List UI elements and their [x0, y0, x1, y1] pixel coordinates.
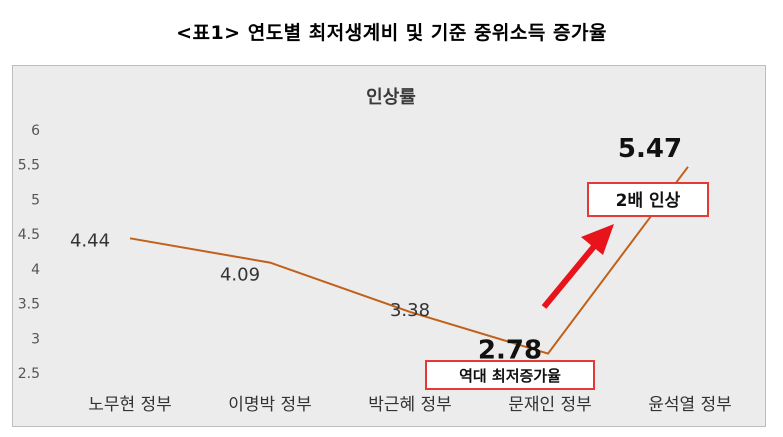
x-tick-label: 노무현 정부 — [88, 395, 172, 415]
annotation-double-box — [587, 182, 709, 217]
data-label: 4.09 — [220, 265, 260, 286]
chart-frame — [12, 65, 766, 427]
y-tick-label: 3 — [31, 331, 40, 347]
x-tick-label: 문재인 정부 — [508, 395, 592, 415]
data-label: 3.38 — [390, 300, 430, 321]
annotation-lowest: 역대 최저증가율 — [425, 360, 595, 390]
y-tick-label: 4.5 — [18, 227, 40, 243]
y-tick-label: 2.5 — [18, 366, 40, 382]
x-tick-label: 박근혜 정부 — [368, 395, 452, 415]
y-tick-label: 4 — [31, 262, 40, 278]
arrow-annotation — [541, 224, 614, 309]
y-tick-label: 6 — [31, 123, 40, 139]
x-tick-label: 윤석열 정부 — [648, 395, 732, 415]
data-label: 5.47 — [618, 134, 682, 164]
up-arrow-shaft — [541, 242, 599, 309]
y-tick-label: 5 — [31, 192, 40, 208]
chart-title: 인상률 — [366, 87, 416, 108]
y-tick-label: 3.5 — [18, 297, 40, 313]
data-label: 4.44 — [70, 230, 110, 251]
x-tick-label: 이명박 정부 — [228, 395, 312, 415]
annotation-double-text: 2배 인상 — [616, 191, 681, 211]
series-line — [129, 166, 689, 355]
table-heading: <표1> 연도별 최저생계비 및 기준 중위소득 증가율 — [176, 22, 607, 44]
up-arrow-head — [581, 224, 614, 255]
annotation-lowest-box — [425, 360, 595, 390]
annotation-double: 2배 인상 — [587, 182, 709, 217]
x-axis: 노무현 정부 이명박 정부 박근혜 정부 문재인 정부 윤석열 정부 — [88, 395, 732, 415]
y-axis: 6 5.5 5 4.5 4 3.5 3 2.5 — [18, 123, 40, 382]
y-tick-label: 5.5 — [18, 158, 40, 174]
annotation-lowest-text: 역대 최저증가율 — [459, 367, 561, 385]
